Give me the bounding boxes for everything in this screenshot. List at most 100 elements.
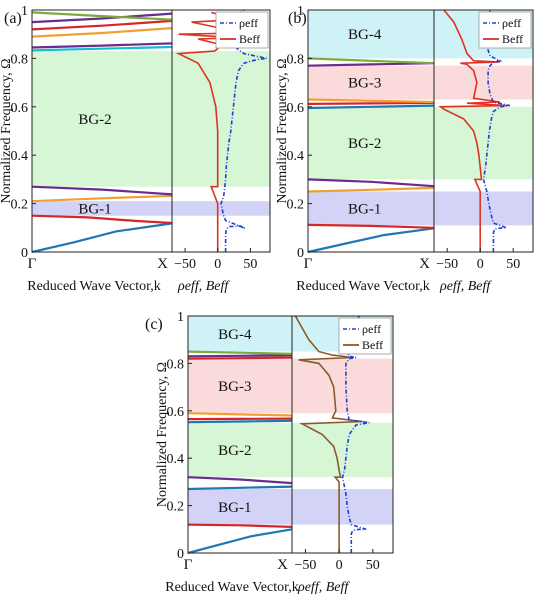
dispersion-band <box>187 419 293 424</box>
bandgap-bg-3 <box>308 65 533 100</box>
panel-a: BG-1 BG-2 0 0.2 0.4 0.6 0.8 1 Γ X −50 0 50 Normalized… <box>0 4 271 294</box>
x-tick-label-right: 50 <box>506 257 520 272</box>
x-tick-label-right: 0 <box>477 257 484 272</box>
dispersion-band <box>307 104 435 110</box>
dispersion-band <box>307 227 435 254</box>
dispersion-band <box>187 412 293 417</box>
axes-frame <box>187 315 394 554</box>
x-tick-label-right: −50 <box>295 558 317 573</box>
x-tick-label-right: 0 <box>336 558 343 573</box>
bandgap-bg-3 <box>188 358 393 414</box>
y-axis-title: Normalized Frequency, Ω <box>155 362 170 507</box>
x-tick-label-gamma: Γ <box>184 557 193 573</box>
panel-c: BG-1 BG-2 BG-3 BG-4 0 0.2 0.4 0.6 0.8 1 Γ X −50 0 50 No… <box>145 310 394 595</box>
x-tick-label-x: X <box>419 256 430 272</box>
legend-beff-label: Beff <box>362 338 383 352</box>
x-tick-label-right: −50 <box>174 257 196 272</box>
bandgap-label: BG-1 <box>78 201 111 217</box>
dispersion-band <box>31 42 173 49</box>
bandgap-bg-2 <box>308 106 533 180</box>
legend-box <box>338 317 392 355</box>
x-tick-label-gamma: Γ <box>28 256 37 272</box>
dispersion-band <box>31 11 173 21</box>
y-tick-label: 0.6 <box>167 405 185 420</box>
y-tick-label: 0.6 <box>287 101 305 116</box>
y-tick-label: 0.4 <box>167 452 185 467</box>
dispersion-band <box>307 178 435 188</box>
y-tick-label: 0.4 <box>11 149 29 164</box>
dispersion-band <box>187 476 293 485</box>
x-tick-label-gamma: Γ <box>304 256 313 272</box>
effective-parameters <box>438 10 511 252</box>
dispersion-band <box>31 12 173 24</box>
panel-label: (b) <box>288 10 307 27</box>
rho-curve <box>482 10 511 252</box>
legend-rho-label: ρeff <box>502 16 521 30</box>
y-axis-title: Normalized Frequency, Ω <box>275 58 290 203</box>
dispersion-band <box>187 354 293 358</box>
x-tick-label-right: −50 <box>436 257 458 272</box>
legend-box <box>215 11 269 49</box>
y-axis-title: Normalized Frequency, Ω <box>0 58 14 203</box>
y-tick-label: 1 <box>297 4 304 19</box>
dispersion-band <box>187 485 293 491</box>
bandgap-bg-1 <box>188 489 393 525</box>
dispersion-band <box>307 57 435 65</box>
bandgap-label: BG-1 <box>218 500 251 516</box>
y-tick-label: 1 <box>21 4 28 19</box>
bandgap-bg-1 <box>32 201 270 216</box>
bandgap-bg-2 <box>32 51 270 187</box>
y-tick-label: 0.8 <box>167 357 185 372</box>
bandgap-label: BG-3 <box>218 379 251 395</box>
dispersion-band <box>187 350 293 355</box>
bandgap-bg-2 <box>188 422 393 478</box>
dispersion-band <box>31 194 173 203</box>
dispersion-band <box>307 62 435 67</box>
y-tick-label: 0.2 <box>167 500 185 515</box>
beff-curve <box>294 316 363 553</box>
axes-frame <box>307 9 534 253</box>
x-tick-label-right: 50 <box>243 257 257 272</box>
panel-label: (c) <box>145 316 163 333</box>
y-tick-label: 1 <box>177 310 184 325</box>
x-axis-title-right: ρeff, Beff <box>297 580 350 595</box>
bandgap-label: BG-2 <box>218 443 251 459</box>
dispersion-band <box>31 19 173 31</box>
x-tick-label-right: 0 <box>214 257 221 272</box>
dispersion-band <box>307 98 435 104</box>
y-tick-label: 0.8 <box>11 52 29 67</box>
x-tick-label-x: X <box>277 557 288 573</box>
legend-rho-label: ρeff <box>362 322 381 336</box>
bandgap-label: BG-4 <box>348 27 382 43</box>
bandgap-label: BG-4 <box>218 327 252 343</box>
dispersion-band <box>187 523 293 528</box>
x-axis-title-right: ρeff, Beff <box>439 279 492 294</box>
axes-frame <box>31 9 271 253</box>
legend-beff-label: Beff <box>239 32 260 46</box>
dispersion-band <box>31 185 173 196</box>
x-tick-label-right: 50 <box>366 558 380 573</box>
dispersion-band <box>307 186 435 193</box>
y-tick-label: 0.2 <box>11 198 29 213</box>
dispersion-band <box>31 222 173 254</box>
bandgap-label: BG-3 <box>348 76 381 92</box>
y-tick-label: 0.2 <box>287 198 305 213</box>
bandgap-label: BG-2 <box>348 136 381 152</box>
y-tick-label: 0 <box>21 246 28 261</box>
beff-curve <box>438 10 507 252</box>
dispersion-band <box>31 27 173 38</box>
y-tick-label: 0.8 <box>287 52 305 67</box>
x-axis-title-right: ρeff, Beff <box>177 279 230 294</box>
legend-box <box>478 11 532 49</box>
bandgap-label: BG-1 <box>348 201 381 217</box>
effective-parameters <box>294 316 370 553</box>
dispersion-band <box>307 223 435 229</box>
dispersion-band <box>307 101 435 105</box>
dispersion-band <box>31 214 173 225</box>
rho-curve <box>341 316 370 553</box>
dispersion-band <box>187 356 293 360</box>
x-axis-title-left: Reduced Wave Vector,k <box>27 279 160 294</box>
x-tick-label-x: X <box>157 256 168 272</box>
dispersion-band <box>187 417 293 421</box>
